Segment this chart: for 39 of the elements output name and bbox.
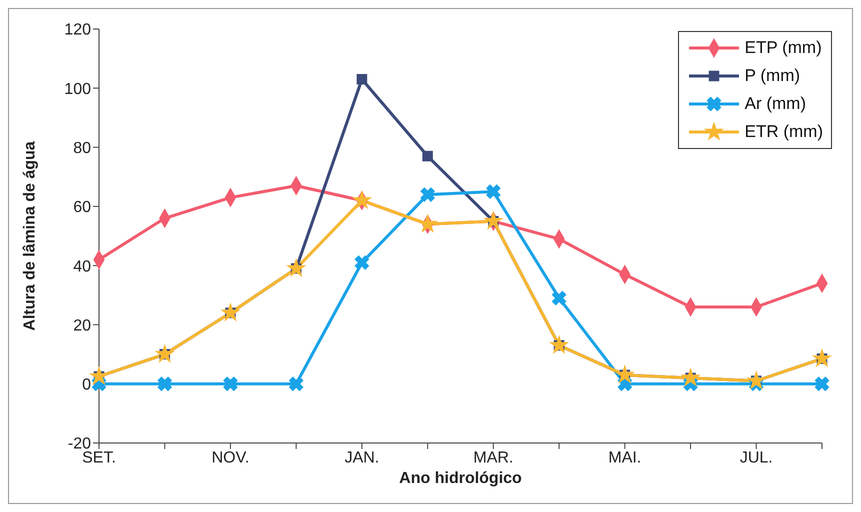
- y-tick-label: 80: [73, 140, 92, 157]
- point: [616, 366, 634, 383]
- point: [812, 349, 832, 366]
- point: [814, 376, 830, 391]
- point: [289, 376, 304, 391]
- y-tick-label: 120: [64, 22, 92, 39]
- point: [223, 376, 238, 391]
- point: [354, 255, 370, 270]
- point: [422, 150, 433, 162]
- point: [287, 259, 306, 276]
- point: [356, 74, 368, 85]
- point: [158, 376, 172, 391]
- x-tick-label: NOV.: [212, 449, 250, 466]
- x-tick-label: JAN.: [344, 449, 380, 466]
- point: [486, 184, 500, 199]
- y-tick-label: 20: [73, 317, 92, 334]
- y-tick-label: 40: [73, 258, 92, 276]
- legend-label: ETP (mm): [744, 38, 822, 58]
- point: [221, 303, 240, 321]
- point: [682, 368, 700, 386]
- point: [552, 290, 566, 306]
- y-tick-label: 0: [82, 376, 92, 394]
- point: [352, 191, 371, 208]
- point: [420, 187, 435, 202]
- y-tick-label: 100: [64, 80, 92, 98]
- point: [156, 344, 174, 362]
- x-axis-title: Ano hidrológico: [399, 470, 522, 487]
- point: [418, 214, 437, 232]
- y-axis-title: Altura de lâmina de água: [22, 141, 39, 331]
- x-tick-label: SET.: [82, 449, 116, 466]
- x-tick-label: JUL.: [740, 449, 773, 466]
- x-tick-label: MAR.: [473, 449, 514, 466]
- legend-label: P (mm): [744, 66, 800, 86]
- point: [550, 336, 568, 354]
- point: [484, 212, 502, 229]
- y-tick-label: 60: [73, 199, 92, 216]
- legend-label: Ar (mm): [744, 94, 806, 114]
- legend-label: ETR (mm): [744, 122, 823, 142]
- x-tick-label: MAI.: [608, 449, 642, 466]
